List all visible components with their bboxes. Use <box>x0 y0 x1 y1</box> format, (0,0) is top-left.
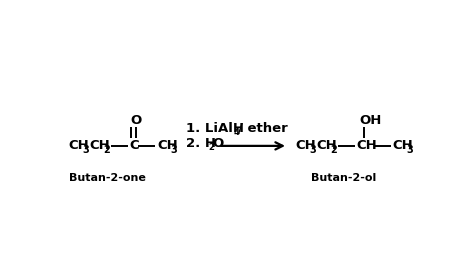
Text: CH: CH <box>69 139 89 152</box>
Text: CH: CH <box>392 139 413 152</box>
Text: 2: 2 <box>330 145 337 155</box>
Text: 3: 3 <box>171 145 178 155</box>
Text: CH: CH <box>157 139 178 152</box>
Text: CH: CH <box>317 139 337 152</box>
Text: O: O <box>213 137 224 150</box>
Text: OH: OH <box>359 114 382 127</box>
Text: CH: CH <box>357 139 378 152</box>
Text: 3: 3 <box>82 145 89 155</box>
Text: 2. H: 2. H <box>186 137 216 150</box>
Text: O: O <box>130 114 142 127</box>
Text: 3: 3 <box>310 145 316 155</box>
Text: 2: 2 <box>208 143 214 152</box>
Text: 1. LiAlH: 1. LiAlH <box>186 122 244 135</box>
Text: 3: 3 <box>406 145 413 155</box>
Text: / ether: / ether <box>238 122 288 135</box>
Text: CH: CH <box>90 139 110 152</box>
Text: CH: CH <box>296 139 316 152</box>
Text: Butan-2-one: Butan-2-one <box>69 173 146 183</box>
Text: 4: 4 <box>234 127 239 136</box>
Text: C: C <box>130 139 139 152</box>
Text: 2: 2 <box>103 145 110 155</box>
Text: Butan-2-ol: Butan-2-ol <box>311 173 376 183</box>
